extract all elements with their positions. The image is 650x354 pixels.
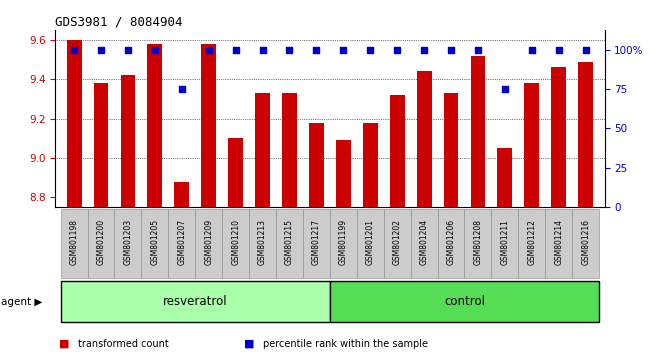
Text: GSM801207: GSM801207 (177, 219, 187, 265)
Point (365, 47, 376, 53)
Bar (417, 72, 432, 354)
Bar (525, 83, 540, 354)
Point (419, 47, 429, 53)
Point (580, 47, 591, 53)
Bar (465, 209, 491, 278)
Bar (336, 140, 351, 354)
Bar (309, 122, 324, 354)
Text: GSM801201: GSM801201 (366, 219, 375, 265)
Text: GSM801203: GSM801203 (124, 219, 133, 265)
Point (177, 86, 187, 92)
Point (203, 47, 214, 53)
Bar (168, 209, 195, 278)
Bar (195, 209, 222, 278)
Bar (282, 93, 297, 354)
Text: GSM801213: GSM801213 (258, 219, 267, 265)
Point (392, 47, 402, 53)
Text: GSM801202: GSM801202 (393, 219, 402, 265)
Text: GSM801209: GSM801209 (204, 219, 213, 265)
Point (123, 47, 133, 53)
Bar (471, 56, 486, 354)
Bar (114, 209, 142, 278)
Bar (545, 209, 572, 278)
Bar (228, 138, 243, 354)
Point (284, 47, 294, 53)
Bar (497, 148, 512, 354)
Bar (572, 209, 599, 278)
Bar (60, 209, 88, 278)
Point (526, 47, 537, 53)
Bar (67, 40, 81, 354)
Point (311, 47, 322, 53)
Bar (363, 122, 378, 354)
Bar (330, 209, 357, 278)
Point (69, 47, 79, 53)
Text: control: control (444, 295, 485, 308)
Point (500, 86, 510, 92)
Point (150, 47, 160, 53)
Text: GSM801200: GSM801200 (96, 219, 105, 265)
Bar (94, 83, 109, 354)
Bar (491, 209, 518, 278)
Bar (255, 93, 270, 354)
Point (446, 47, 456, 53)
Bar (437, 209, 465, 278)
Point (338, 47, 348, 53)
Point (257, 47, 268, 53)
Text: transformed count: transformed count (78, 339, 169, 349)
Text: ■: ■ (58, 339, 69, 349)
Text: GSM801217: GSM801217 (312, 219, 321, 265)
Bar (411, 209, 437, 278)
Bar (578, 62, 593, 354)
Bar (390, 95, 404, 354)
Text: GSM801212: GSM801212 (527, 219, 536, 265)
Text: GSM801216: GSM801216 (581, 219, 590, 265)
Text: resveratrol: resveratrol (163, 295, 228, 308)
Point (554, 47, 564, 53)
Bar (174, 182, 189, 354)
Text: GSM801211: GSM801211 (500, 219, 510, 265)
Bar (88, 209, 114, 278)
Bar (303, 209, 330, 278)
Text: percentile rank within the sample: percentile rank within the sample (263, 339, 428, 349)
Text: GSM801215: GSM801215 (285, 219, 294, 265)
Text: ■: ■ (244, 339, 254, 349)
Bar (518, 209, 545, 278)
Text: GSM801198: GSM801198 (70, 219, 79, 265)
Bar (148, 44, 162, 354)
Text: GSM801210: GSM801210 (231, 219, 240, 265)
Bar (384, 209, 411, 278)
Bar (357, 209, 384, 278)
Text: GDS3981 / 8084904: GDS3981 / 8084904 (55, 16, 183, 29)
Bar (249, 209, 276, 278)
Bar (276, 209, 303, 278)
Text: GSM801214: GSM801214 (554, 219, 564, 265)
Bar (222, 209, 249, 278)
Text: GSM801208: GSM801208 (473, 219, 482, 265)
Text: agent ▶: agent ▶ (1, 297, 43, 307)
Bar (60, 281, 330, 322)
Bar (120, 75, 135, 354)
Bar (142, 209, 168, 278)
Point (96, 47, 106, 53)
Point (231, 47, 241, 53)
Text: GSM801199: GSM801199 (339, 219, 348, 265)
Bar (202, 44, 216, 354)
Bar (444, 93, 458, 354)
Text: GSM801206: GSM801206 (447, 219, 456, 265)
Text: GSM801204: GSM801204 (420, 219, 428, 265)
Bar (551, 68, 566, 354)
Text: GSM801205: GSM801205 (150, 219, 159, 265)
Point (473, 47, 483, 53)
Bar (330, 281, 599, 322)
